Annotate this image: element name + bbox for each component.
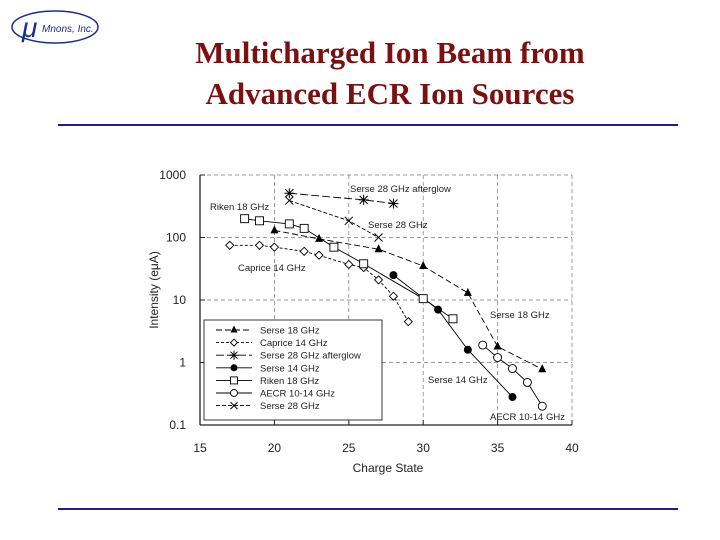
logo-mu-symbol: μ — [21, 12, 37, 43]
legend-entry: Serse 28 GHz afterglow — [216, 350, 361, 362]
y-tick-label: 0.1 — [169, 418, 186, 432]
triangle-marker — [538, 364, 547, 373]
square-marker — [255, 216, 264, 226]
series-annotation: AECR 10-14 GHz — [490, 412, 565, 423]
square-marker — [284, 219, 294, 229]
open-circle-marker — [230, 389, 238, 397]
open-circle-marker — [537, 401, 547, 411]
square-marker — [240, 214, 250, 224]
x-marker — [230, 401, 238, 410]
series-annotation: Caprice 14 GHz — [238, 263, 306, 274]
diamond-marker — [388, 291, 399, 301]
open-circle-marker — [493, 353, 503, 363]
open-circle-marker — [478, 340, 488, 350]
x-tick-label: 30 — [417, 441, 431, 455]
x-tick-label: 40 — [565, 441, 579, 455]
x-marker — [284, 196, 294, 205]
y-tick-label: 10 — [173, 293, 187, 307]
filled-circle-marker — [230, 364, 238, 372]
series-annotation: Serse 28 GHz — [368, 220, 428, 231]
diamond-marker — [225, 240, 235, 250]
diamond-marker — [254, 240, 265, 250]
series-caprice-14-ghz — [225, 240, 413, 327]
star-marker — [358, 194, 369, 205]
y-tick-label: 1000 — [159, 168, 186, 182]
square-marker — [299, 223, 309, 233]
legend-label: Caprice 14 GHz — [260, 338, 328, 349]
triangle-marker — [270, 225, 279, 234]
legend-label: Serse 18 GHz — [260, 326, 320, 337]
top-divider — [58, 124, 678, 126]
diamond-marker — [299, 246, 309, 257]
filled-circle-marker — [508, 393, 517, 402]
x-marker — [374, 233, 383, 242]
x-marker — [344, 216, 354, 226]
series-serse-28-ghz — [284, 196, 383, 242]
series-annotation: Serse 28 GHz afterglow — [350, 184, 451, 195]
legend-entry: Riken 18 GHz — [216, 376, 319, 387]
series-line — [229, 244, 409, 322]
series-serse-14-ghz — [389, 271, 517, 402]
x-axis-label: Charge State — [353, 461, 424, 475]
square-marker — [418, 294, 428, 304]
title-line-2: Advanced ECR Ion Sources — [205, 76, 575, 111]
triangle-marker — [493, 341, 502, 350]
diamond-marker — [373, 275, 384, 285]
series-annotation: Riken 18 GHz — [210, 202, 269, 213]
series-line — [289, 192, 394, 204]
legend-entry: Serse 14 GHz — [216, 363, 320, 374]
x-tick-label: 25 — [342, 441, 356, 455]
triangle-marker — [463, 287, 472, 296]
company-logo: μ Mnons, Inc. — [10, 8, 100, 46]
filled-circle-marker — [389, 271, 398, 280]
x-tick-label: 15 — [193, 441, 207, 455]
square-marker — [329, 242, 339, 252]
open-circle-marker — [508, 364, 517, 374]
square-marker — [359, 259, 369, 269]
y-axis-label: Intensity (eμA) — [147, 251, 161, 329]
diamond-marker — [229, 338, 239, 347]
legend-label: Serse 28 GHz — [260, 401, 320, 412]
x-tick-label: 20 — [268, 441, 282, 455]
legend-label: Riken 18 GHz — [260, 376, 319, 387]
diamond-marker — [403, 317, 413, 327]
legend-label: Serse 28 GHz afterglow — [260, 351, 361, 362]
open-circle-marker — [522, 377, 532, 387]
series-annotation: Serse 14 GHz — [428, 375, 488, 386]
series-aecr-10-14-ghz — [478, 340, 547, 411]
diamond-marker — [314, 250, 324, 260]
filled-circle-marker — [463, 345, 472, 354]
title-line-1: Multicharged Ion Beam from — [195, 35, 585, 70]
legend-entry: Caprice 14 GHz — [216, 338, 328, 349]
triangle-marker — [419, 260, 428, 269]
logo-text: Mnons, Inc. — [42, 24, 94, 35]
x-tick-label: 35 — [491, 441, 505, 455]
legend-label: AECR 10-14 GHz — [260, 389, 335, 400]
legend-label: Serse 14 GHz — [260, 363, 320, 374]
legend-entry: AECR 10-14 GHz — [216, 389, 335, 400]
star-marker — [284, 188, 295, 199]
triangle-marker — [374, 244, 383, 253]
legend-entry: Serse 18 GHz — [216, 325, 320, 337]
square-marker — [448, 314, 458, 324]
slide-title: Multicharged Ion Beam from Advanced ECR … — [110, 32, 670, 114]
series-annotation: Serse 18 GHz — [490, 310, 550, 321]
legend-box — [203, 319, 383, 421]
bottom-divider — [58, 508, 678, 510]
diamond-marker — [269, 242, 280, 252]
star-marker — [229, 350, 239, 360]
legend-entry: Serse 28 GHz — [216, 401, 320, 412]
series-riken-18-ghz — [240, 214, 458, 324]
series-line — [244, 218, 454, 320]
triangle-marker — [230, 325, 238, 333]
series-serse-28-ghz-afterglow — [284, 188, 399, 209]
series-line — [393, 274, 513, 398]
y-tick-label: 1 — [179, 356, 186, 370]
y-tick-label: 100 — [166, 231, 186, 245]
star-marker — [388, 198, 399, 209]
diamond-marker — [344, 259, 354, 270]
square-marker — [230, 376, 238, 385]
